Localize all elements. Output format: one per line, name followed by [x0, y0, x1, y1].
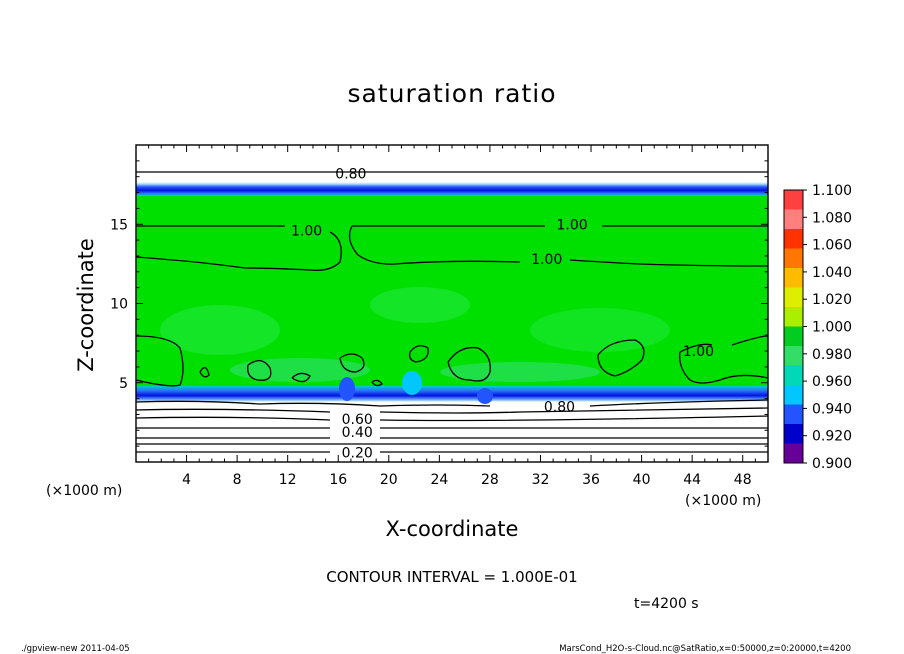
heatmap-lower-band	[136, 386, 768, 402]
colorbar: 1.100 1.080 1.060 1.040 1.020 1.000 0.980 0.960…	[783, 183, 852, 472]
y-tick-label: 5	[119, 376, 128, 392]
colorbar-swatch	[784, 346, 803, 366]
x-unit-left: (×1000 m)	[46, 483, 122, 499]
axis-ticks	[136, 145, 768, 462]
heatmap-light-patch	[160, 305, 280, 355]
x-tick-label: 4	[182, 472, 191, 488]
colorbar-label: 0.960	[812, 374, 852, 390]
contour-line	[247, 360, 272, 381]
heatmap-light-patch	[440, 362, 600, 382]
contour-line	[447, 346, 491, 382]
contour-line	[136, 225, 342, 271]
heatmap-light-patch	[530, 308, 670, 352]
y-tick-label: 15	[110, 217, 128, 233]
colorbar-swatch	[784, 404, 803, 425]
x-axis-label: X-coordinate	[386, 517, 519, 541]
colorbar-swatch	[784, 209, 803, 230]
colorbar-swatch	[784, 248, 803, 269]
contour-line	[408, 345, 429, 363]
x-tick-label: 16	[329, 472, 347, 488]
heatmap-blue-plume	[339, 377, 355, 401]
contour-line	[136, 415, 768, 422]
contour-label: 1.00	[531, 252, 562, 268]
contour-label: 1.00	[556, 217, 587, 233]
colorbar-label: 1.060	[812, 238, 852, 254]
contour-label: 0.40	[342, 425, 373, 441]
contour-label: 0.80	[335, 167, 366, 183]
x-tick-label: 40	[633, 472, 651, 488]
colorbar-label: 0.920	[812, 429, 852, 445]
colorbar-swatch	[784, 229, 803, 249]
colorbar-label: 0.900	[812, 456, 852, 472]
heatmap-blue-plume	[477, 388, 493, 404]
contour-line	[136, 399, 768, 407]
x-tick-label: 28	[481, 472, 499, 488]
colorbar-label: 1.020	[812, 292, 852, 308]
contour-line	[136, 335, 184, 387]
contour-line	[679, 335, 768, 384]
heatmap-upper-band	[136, 182, 768, 196]
contour-line	[199, 367, 210, 378]
contour-label: 0.80	[544, 400, 575, 416]
y-axis-label: Z-coordinate	[74, 238, 98, 372]
colorbar-swatch	[784, 190, 803, 210]
contour-line	[348, 225, 768, 267]
x-tick-label: 48	[734, 472, 752, 488]
heatmap-light-patch	[370, 287, 470, 323]
heatmap-field	[136, 145, 768, 462]
contour-line	[136, 407, 768, 414]
x-tick-label: 32	[532, 472, 550, 488]
colorbar-swatch	[784, 385, 803, 405]
contour-label: 1.00	[291, 224, 322, 240]
colorbar-label: 1.000	[812, 320, 852, 336]
footer-left: ./gpview-new 2011-04-05	[21, 644, 130, 654]
contour-lines	[136, 171, 768, 453]
x-unit-right: (×1000 m)	[685, 493, 761, 509]
contour-label: 1.00	[683, 344, 714, 360]
colorbar-swatch	[784, 365, 803, 386]
footer-right: MarsCond_H2O-s-Cloud.nc@SatRatio,x=0:500…	[559, 644, 851, 654]
contour-label: 0.20	[342, 445, 373, 461]
colorbar-swatch	[784, 268, 803, 288]
contour-line	[339, 353, 365, 373]
colorbar-label: 1.080	[812, 210, 852, 226]
colorbar-label: 0.980	[812, 347, 852, 363]
heatmap-blue-plume	[402, 371, 422, 395]
contour-interval-note: CONTOUR INTERVAL = 1.000E-01	[326, 568, 577, 586]
colorbar-swatch	[784, 326, 803, 347]
colorbar-swatch	[784, 287, 803, 308]
colorbar-label: 1.100	[812, 183, 852, 199]
colorbar-label: 0.940	[812, 401, 852, 417]
x-tick-label: 44	[683, 472, 701, 488]
colorbar-swatch	[784, 307, 803, 327]
contour-line	[371, 379, 383, 387]
colorbar-swatch	[784, 443, 803, 464]
chart-title: saturation ratio	[347, 79, 556, 108]
contour-label-layer: 0.80 1.00 1.00 1.00 1.00 0.80 0.600.40 0.20	[291, 167, 714, 462]
colorbar-swatch	[784, 424, 803, 444]
time-label: t=4200 s	[634, 596, 699, 612]
x-tick-label: 36	[582, 472, 600, 488]
x-tick-label: 24	[430, 472, 448, 488]
y-tick-label: 10	[110, 297, 128, 313]
x-tick-label: 12	[279, 472, 297, 488]
x-tick-label: 20	[380, 472, 398, 488]
contour-label: 0.60	[342, 412, 373, 428]
heatmap-light-patch	[230, 358, 370, 382]
colorbar-label: 1.040	[812, 265, 852, 281]
contour-line	[597, 339, 645, 377]
x-tick-label: 8	[233, 472, 242, 488]
contour-line	[291, 372, 311, 383]
